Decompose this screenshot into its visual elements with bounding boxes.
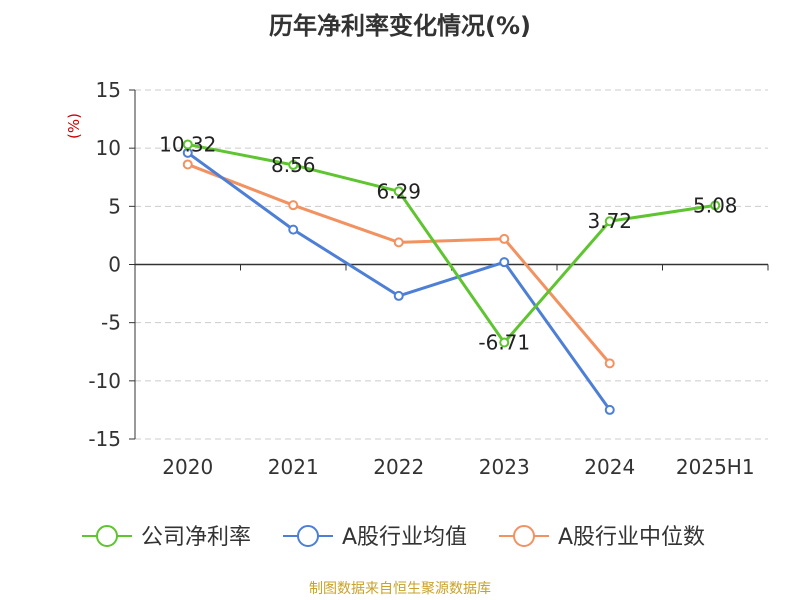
data-point [288,224,299,235]
data-label: 6.29 [376,179,421,203]
data-label: 5.08 [693,193,738,217]
x-tick-label: 2023 [479,455,530,479]
y-tick-label: -15 [88,427,121,451]
data-point [288,159,299,170]
data-source-note: 制图数据来自恒生聚源数据库 [309,581,491,597]
legend-label: 公司净利率 [141,525,251,550]
legend-label: A股行业均值 [342,525,467,550]
y-tick-label: 15 [96,78,121,102]
series-line [187,142,716,345]
data-point [393,186,404,197]
legend-swatch-marker [96,525,118,547]
x-tick-label: 2024 [584,455,635,479]
x-tick-label: 2020 [162,455,213,479]
legend-swatch-marker [513,525,535,547]
data-point [710,200,721,211]
data-point [604,358,615,369]
data-label: 8.56 [271,153,316,177]
data-point [182,159,193,170]
data-point [288,200,299,211]
data-point [393,237,404,248]
y-axis-label: (%) [65,113,83,139]
y-tick-label: -5 [101,311,121,335]
data-point [604,404,615,415]
data-point [393,290,404,301]
x-tick-label: 2025H1 [676,455,755,479]
data-point [182,139,193,150]
legend-label: A股行业中位数 [558,525,705,550]
data-point [499,257,510,268]
data-point [499,233,510,244]
data-point [604,216,615,227]
data-label: 3.72 [587,209,632,233]
x-tick-label: 2022 [373,455,424,479]
data-label: -6.71 [478,331,530,355]
x-tick-label: 2021 [268,455,319,479]
y-tick-label: -10 [88,369,121,393]
y-tick-label: 0 [108,253,121,277]
y-tick-label: 5 [108,194,121,218]
chart-title: 历年净利率变化情况(%) [269,12,531,40]
y-tick-label: 10 [96,136,121,160]
data-label: 10.32 [159,132,216,156]
legend-swatch-marker [297,525,319,547]
data-point [499,337,510,348]
